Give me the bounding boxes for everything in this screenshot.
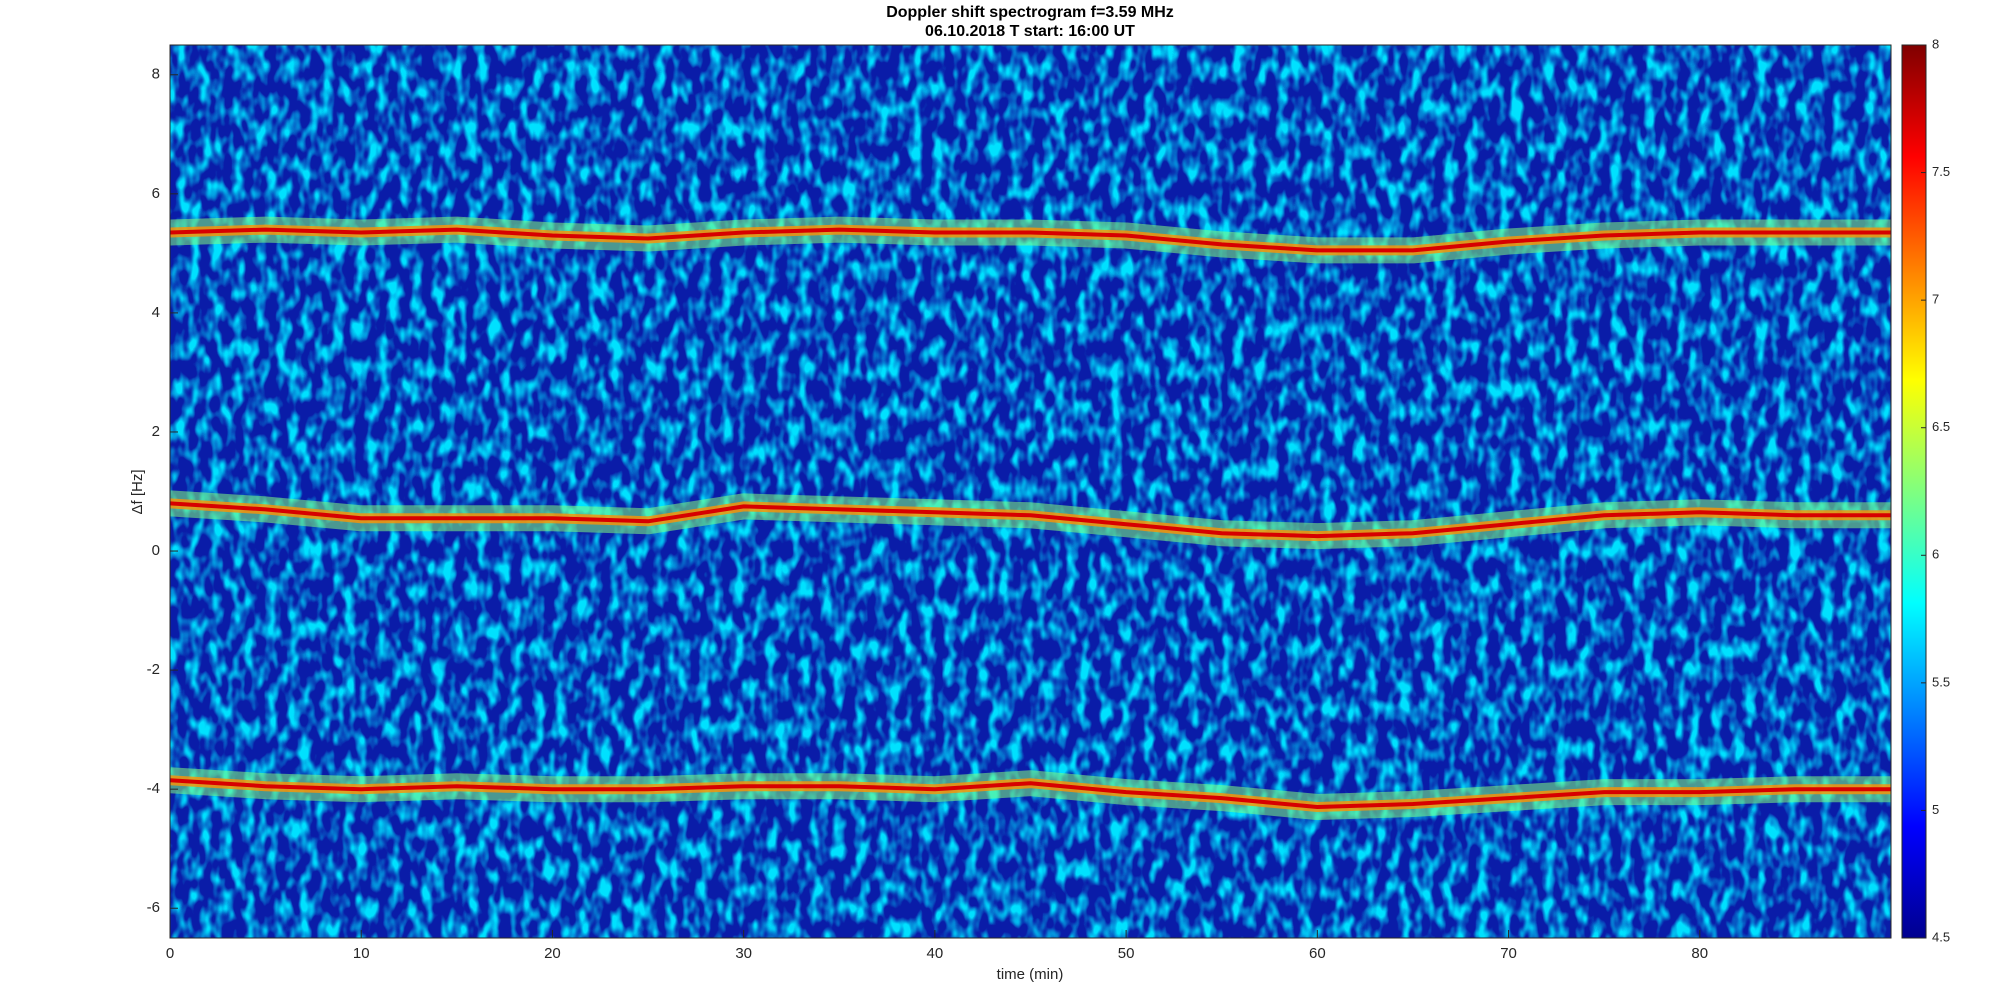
x-axis-label: time (min) — [997, 966, 1064, 983]
colorbar-tick-label: 6 — [1932, 547, 1939, 562]
y-tick-label: 0 — [152, 542, 160, 559]
x-tick-label: 20 — [544, 945, 561, 962]
colorbar — [1901, 44, 1927, 939]
trace — [170, 778, 1891, 809]
colorbar-tick-label: 4.5 — [1932, 929, 1950, 944]
y-tick-label: 6 — [152, 185, 160, 202]
x-tick-label: 10 — [353, 945, 370, 962]
traces — [170, 216, 1891, 820]
x-tick-label: 50 — [1118, 945, 1135, 962]
colorbar-tick-label: 7.5 — [1932, 164, 1950, 179]
x-tick-label: 40 — [927, 945, 944, 962]
x-tick-label: 70 — [1500, 945, 1517, 962]
plot-frame — [169, 44, 1892, 939]
y-tick-label: 8 — [152, 66, 160, 83]
chart-subtitle: 06.10.2018 T start: 16:00 UT — [925, 23, 1135, 40]
y-tick-label: -6 — [147, 899, 160, 916]
chart-title: Doppler shift spectrogram f=3.59 MHz — [886, 4, 1174, 21]
colorbar-tick-label: 7 — [1932, 292, 1939, 307]
y-tick-label: -4 — [147, 780, 160, 797]
colorbar-tick-label: 8 — [1932, 36, 1939, 51]
colorbar-tick-label: 5 — [1932, 802, 1939, 817]
x-tick-label: 0 — [166, 945, 174, 962]
colorbar-tick-label: 5.5 — [1932, 674, 1950, 689]
colorbar-tick-label: 6.5 — [1932, 419, 1950, 434]
y-tick-label: 4 — [152, 304, 160, 321]
trace — [170, 501, 1891, 539]
y-axis-label: Δf [Hz] — [129, 469, 146, 514]
y-tick-label: -2 — [147, 661, 160, 678]
x-tick-label: 80 — [1691, 945, 1708, 962]
y-tick-label: 2 — [152, 423, 160, 440]
trace — [170, 227, 1891, 253]
x-tick-label: 60 — [1309, 945, 1326, 962]
x-tick-label: 30 — [735, 945, 752, 962]
